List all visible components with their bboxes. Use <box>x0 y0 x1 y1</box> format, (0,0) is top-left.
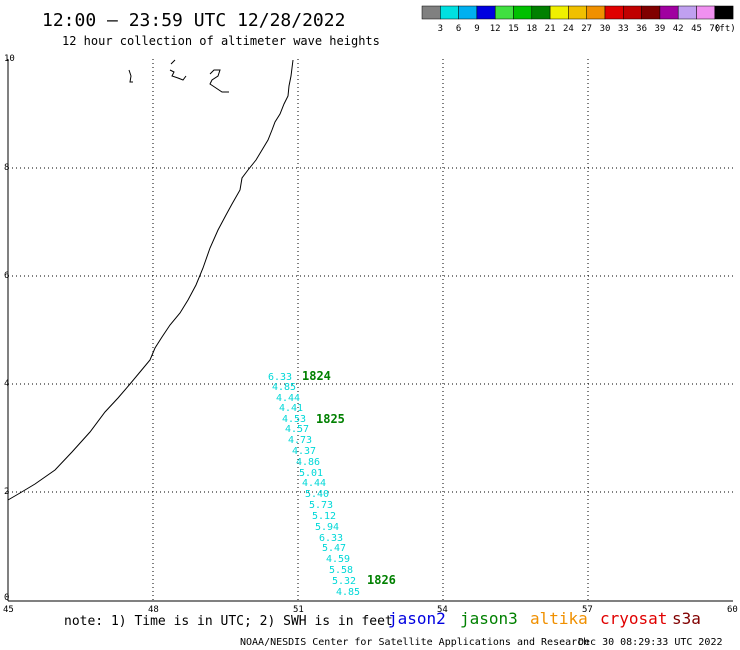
legend-swatch <box>696 5 716 20</box>
legend-label: 45 <box>691 24 702 34</box>
x-axis-labels: 45 48 51 54 57 60 <box>3 605 738 615</box>
legend-label: 3 <box>438 24 443 34</box>
x-tick-label: 54 <box>437 605 448 615</box>
legend-label: 70 <box>709 24 720 34</box>
legend-swatch <box>549 5 569 20</box>
obs-value: 6.33 <box>319 533 343 544</box>
x-tick-label: 57 <box>582 605 593 615</box>
legend-label: 42 <box>673 24 684 34</box>
legend-swatch <box>604 5 624 20</box>
pass-time-label: 1826 <box>367 573 396 587</box>
y-tick-label: 8 <box>4 163 9 173</box>
wave-height-observations: 6.33 4.85 4.44 4.41 4.53 4.57 4.73 4.37 … <box>268 372 360 598</box>
obs-value: 5.40 <box>305 489 329 500</box>
obs-value: 4.57 <box>285 424 309 435</box>
legend-swatch <box>568 5 587 20</box>
graticule <box>8 59 733 601</box>
obs-value: 5.47 <box>322 543 346 554</box>
x-tick-label: 45 <box>3 605 14 615</box>
obs-value: 5.01 <box>299 468 323 479</box>
pass-time-label: 1825 <box>316 412 345 426</box>
map-frame <box>7 59 733 602</box>
legend-swatch <box>586 5 606 20</box>
islands <box>128 59 229 93</box>
footer-note: note: 1) Time is in UTC; 2) SWH is in fe… <box>64 614 393 629</box>
legend-label: 30 <box>600 24 611 34</box>
legend-label: 9 <box>474 24 479 34</box>
obs-value: 5.32 <box>332 576 356 587</box>
pass-time-label: 1824 <box>302 369 331 383</box>
obs-value: 4.73 <box>288 435 312 446</box>
satellite-s3a: s3a <box>672 609 701 628</box>
obs-value: 4.53 <box>282 414 306 425</box>
legend-label: 24 <box>563 24 574 34</box>
legend-swatch <box>440 5 459 20</box>
obs-value: 4.44 <box>302 478 326 489</box>
x-tick-label: 48 <box>148 605 159 615</box>
legend-swatch <box>623 5 642 20</box>
legend-swatch <box>476 5 496 20</box>
obs-value: 5.58 <box>329 565 353 576</box>
legend-swatch <box>494 5 514 20</box>
satellite-cryosat: cryosat <box>600 609 667 628</box>
legend-swatch <box>458 5 478 20</box>
obs-value: 4.85 <box>336 587 360 598</box>
map-title: 12:00 – 23:59 UTC 12/28/2022 <box>42 10 345 31</box>
footer-credit: NOAA/NESDIS Center for Satellite Applica… <box>240 637 589 648</box>
legend-unit: (ft) <box>714 24 736 34</box>
legend-label: 33 <box>618 24 629 34</box>
legend-swatch <box>531 5 551 20</box>
satellite-jason3: jason3 <box>460 609 518 628</box>
legend-swatch <box>513 5 533 20</box>
legend-swatch <box>641 5 661 20</box>
wave-height-legend: 3 6 9 12 15 18 21 24 27 30 33 36 39 42 45 70 <box>421 5 734 34</box>
satellite-altika: altika <box>530 609 588 628</box>
legend-label: 18 <box>526 24 537 34</box>
y-tick-label: 0 <box>4 593 9 603</box>
pass-time-labels: 1824 1825 1826 <box>302 369 396 587</box>
legend-swatch <box>677 5 697 20</box>
y-tick-label: 2 <box>4 487 9 497</box>
obs-value: 4.59 <box>326 554 350 565</box>
obs-value: 4.85 <box>272 382 296 393</box>
legend-swatch <box>421 5 441 20</box>
obs-value: 4.44 <box>276 393 300 404</box>
obs-value: 6.33 <box>268 372 292 383</box>
legend-label: 6 <box>456 24 461 34</box>
y-axis-labels: 10 8 6 4 2 0 <box>4 54 15 603</box>
legend-label: 36 <box>636 24 647 34</box>
y-tick-label: 6 <box>4 271 9 281</box>
legend-label: 39 <box>654 24 665 34</box>
obs-value: 4.37 <box>292 446 316 457</box>
satellite-jason2: jason2 <box>388 609 446 628</box>
coastline <box>7 59 294 501</box>
legend-label: 15 <box>508 24 519 34</box>
map-subtitle: 12 hour collection of altimeter wave hei… <box>62 34 380 48</box>
legend-label: 21 <box>545 24 556 34</box>
legend-swatch <box>659 5 679 20</box>
x-tick-label: 51 <box>293 605 304 615</box>
x-tick-label: 60 <box>727 605 738 615</box>
obs-value: 4.86 <box>296 457 320 468</box>
y-tick-label: 4 <box>4 379 9 389</box>
obs-value: 5.12 <box>312 511 336 522</box>
legend-label: 27 <box>581 24 592 34</box>
legend-swatch <box>714 5 734 20</box>
y-tick-label: 10 <box>4 54 15 64</box>
obs-value: 5.73 <box>309 500 333 511</box>
legend-label: 12 <box>490 24 501 34</box>
obs-value: 5.94 <box>315 522 339 533</box>
footer-timestamp: Dec 30 08:29:33 UTC 2022 <box>578 637 723 648</box>
satellite-legend: jason2 jason3 altika cryosat s3a <box>388 609 701 628</box>
obs-value: 4.41 <box>279 403 303 414</box>
